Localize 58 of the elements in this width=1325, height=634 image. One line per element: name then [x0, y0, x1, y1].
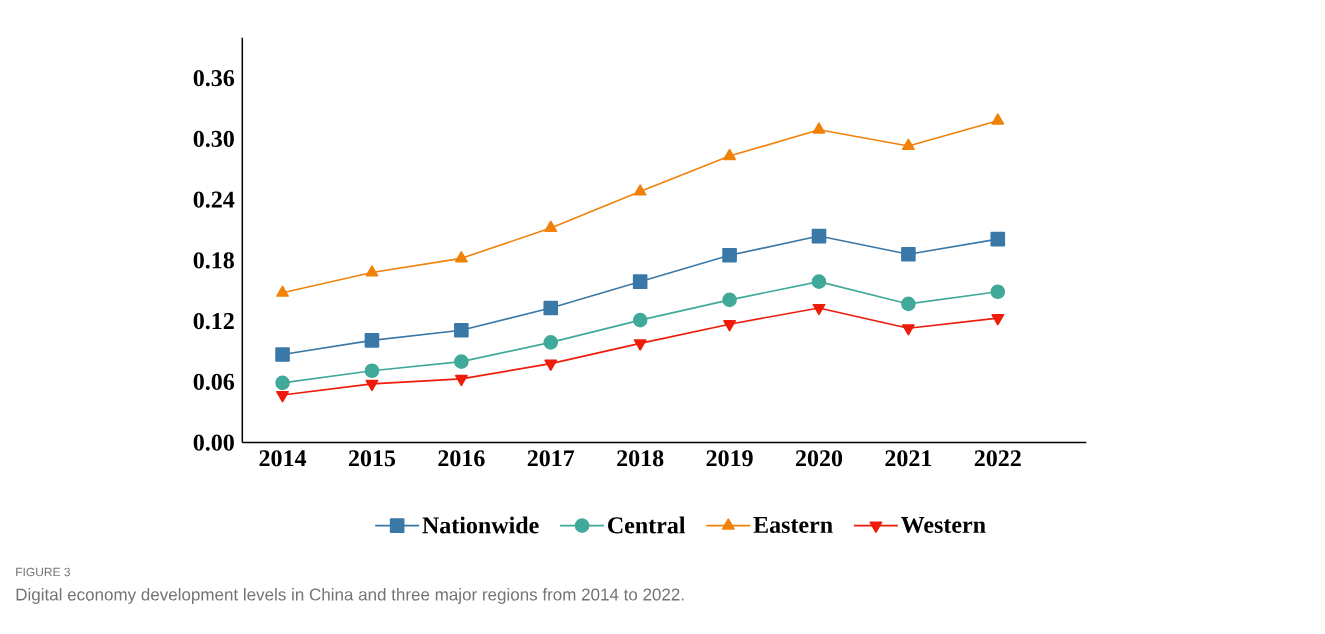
point	[275, 375, 290, 391]
point	[723, 320, 736, 332]
point	[275, 347, 290, 362]
point	[991, 314, 1005, 326]
point	[544, 359, 558, 371]
legend-label: Central	[608, 516, 686, 534]
point	[543, 300, 559, 316]
x-tick-label: 2018	[617, 450, 664, 467]
point	[991, 113, 1005, 125]
x-tick-label: 2021	[885, 450, 932, 467]
point	[990, 284, 1006, 300]
point	[276, 285, 289, 297]
point	[722, 292, 737, 308]
point	[901, 324, 915, 336]
point	[812, 303, 826, 316]
point	[544, 220, 558, 233]
point	[722, 248, 737, 263]
y-tick-label: 0.18	[193, 252, 234, 269]
point	[901, 138, 915, 151]
x-tick-label: 2014	[259, 450, 307, 467]
point	[276, 390, 289, 403]
caption: FIGURE 3	[16, 567, 71, 577]
point	[454, 374, 468, 387]
point	[633, 184, 647, 196]
y-tick-label: 0.12	[193, 312, 234, 330]
x-tick-label: 2020	[795, 450, 843, 467]
text: Digital economy development levels in China and three major regions from 2014 to 2022.	[16, 588, 684, 604]
y-tick-label: 0.00	[193, 434, 234, 451]
point	[990, 231, 1006, 247]
x-tick-label: 2017	[527, 450, 575, 467]
point	[454, 322, 469, 338]
x-tick-label: 2015	[348, 450, 396, 467]
point	[365, 265, 379, 277]
point	[454, 251, 468, 263]
legend-label: Eastern	[753, 517, 833, 533]
y-tick-label: 0.36	[193, 69, 235, 87]
point	[632, 312, 648, 328]
point	[365, 379, 379, 392]
point	[364, 363, 380, 379]
point	[543, 335, 559, 350]
point	[811, 228, 827, 244]
x-tick-label: 2022	[974, 450, 1021, 467]
point	[811, 274, 827, 289]
point	[454, 354, 469, 369]
point	[723, 148, 736, 161]
point	[901, 247, 916, 262]
y-tick-label: 0.06	[193, 373, 235, 391]
y-tick-label: 0.30	[193, 130, 234, 148]
point	[812, 122, 826, 134]
point	[633, 339, 647, 351]
x-tick-label: 2019	[706, 450, 753, 467]
point	[632, 274, 648, 289]
y-tick-label: 0.24	[193, 191, 235, 208]
legend-label: Western	[901, 517, 986, 534]
legend-label: Nationwide	[422, 516, 539, 534]
point	[901, 296, 916, 312]
point	[364, 333, 380, 348]
x-tick-label: 2016	[438, 450, 485, 467]
